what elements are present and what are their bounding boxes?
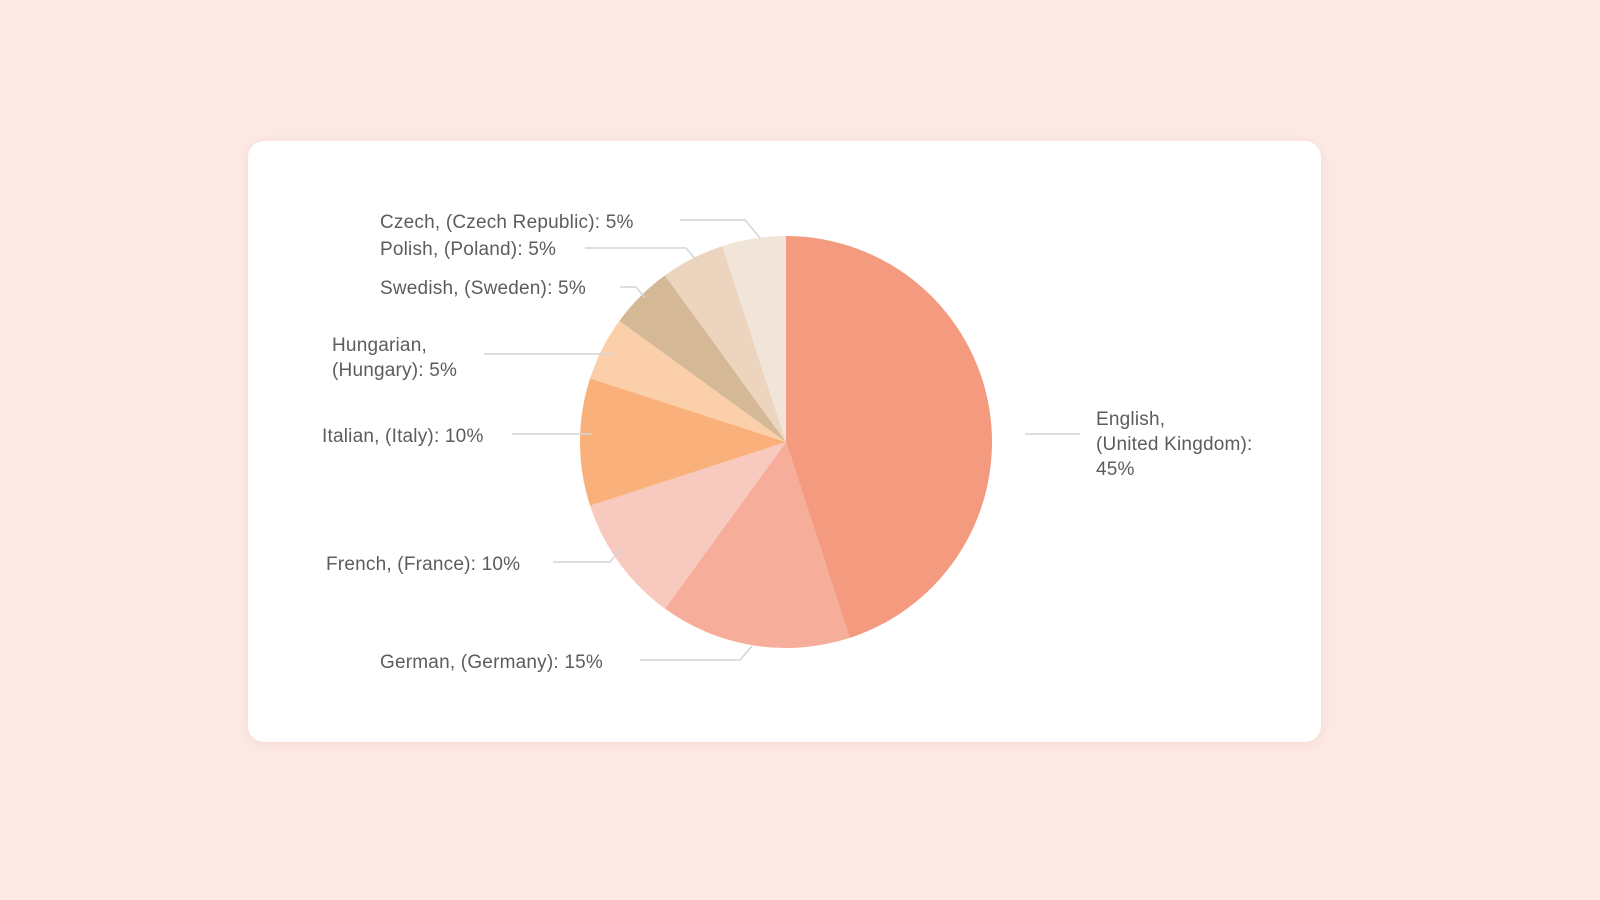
leader-lines xyxy=(484,219,1080,661)
leader-line-czech xyxy=(680,219,761,239)
leader-line-polish xyxy=(585,247,699,263)
leader-line-german xyxy=(640,645,753,661)
pie-slice-italian xyxy=(579,378,786,506)
label-hungarian-line1: Hungarian, xyxy=(332,335,427,356)
label-english-line2: (United Kingdom): xyxy=(1096,434,1253,455)
leader-line-french xyxy=(553,547,623,563)
pie-slice-english xyxy=(786,236,993,638)
pie-slice-hungarian xyxy=(590,320,786,442)
label-english-line3: 45% xyxy=(1096,459,1135,480)
pie-slice-german xyxy=(664,442,850,648)
label-czech: Czech, (Czech Republic): 5% xyxy=(380,212,634,233)
leader-line-swedish xyxy=(620,286,646,299)
label-swedish: Swedish, (Sweden): 5% xyxy=(380,278,586,299)
label-italian: Italian, (Italy): 10% xyxy=(322,426,484,447)
label-hungarian-line2: (Hungary): 5% xyxy=(332,360,457,381)
pie-slice-czech xyxy=(722,236,786,442)
slice-labels: Czech, (Czech Republic): 5% Polish, (Pol… xyxy=(322,212,1253,673)
label-french: French, (France): 10% xyxy=(326,554,520,575)
label-german: German, (Germany): 15% xyxy=(380,652,603,673)
pie-slice-polish xyxy=(664,246,786,442)
label-polish: Polish, (Poland): 5% xyxy=(380,239,556,260)
pie-slices xyxy=(579,236,993,648)
pie-slice-swedish xyxy=(619,275,786,442)
pie-slice-french xyxy=(590,442,786,609)
label-english-line1: English, xyxy=(1096,409,1165,430)
